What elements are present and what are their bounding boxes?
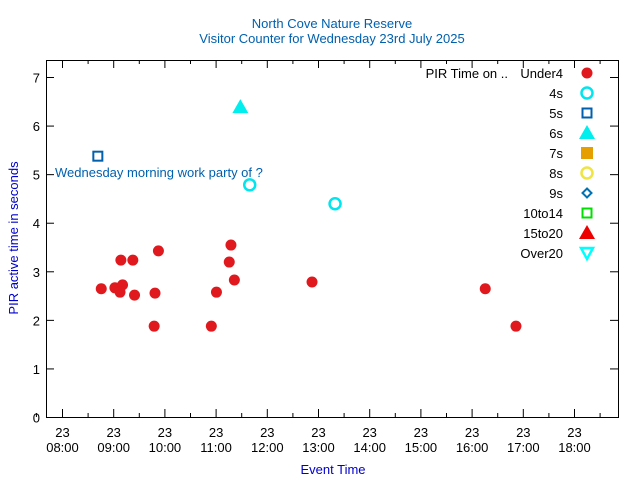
- x-tick-day: 23: [260, 425, 274, 440]
- data-point-Under4: [210, 286, 222, 298]
- data-point-6s: [232, 99, 249, 114]
- x-tick-day: 23: [311, 425, 325, 440]
- x-tick-day: 23: [414, 425, 428, 440]
- chart-title: North Cove Nature Reserve: [252, 16, 412, 31]
- data-point-Under4: [95, 283, 107, 295]
- legend-label: 7s: [549, 146, 563, 161]
- x-tick-time: 09:00: [97, 440, 130, 455]
- plot-frame: [46, 60, 619, 418]
- legend-label: 5s: [549, 106, 563, 121]
- legend-label: Over20: [520, 246, 563, 261]
- y-tick-label: 7: [33, 71, 40, 86]
- annotation: Wednesday morning work party of ?: [55, 165, 263, 180]
- legend-label: 4s: [549, 86, 563, 101]
- data-point-Under4: [152, 245, 164, 257]
- x-tick-day: 23: [55, 425, 69, 440]
- x-tick-day: 23: [106, 425, 120, 440]
- x-tick-time: 17:00: [507, 440, 540, 455]
- legend-label: Under4: [520, 66, 563, 81]
- legend-label: 8s: [549, 166, 563, 181]
- data-point-Under4: [510, 320, 522, 332]
- legend-label: 9s: [549, 186, 563, 201]
- x-tick-time: 18:00: [558, 440, 591, 455]
- x-tick-time: 10:00: [149, 440, 182, 455]
- legend-label: 10to14: [523, 206, 563, 221]
- x-tick-time: 16:00: [456, 440, 489, 455]
- y-tick-label: 3: [33, 265, 40, 280]
- x-tick-day: 23: [465, 425, 479, 440]
- legend-marker-15to20: [579, 225, 595, 239]
- legend-label: 6s: [549, 126, 563, 141]
- legend-marker-7s: [581, 147, 593, 159]
- x-tick-time: 14:00: [353, 440, 386, 455]
- x-tick-day: 23: [362, 425, 376, 440]
- data-point-Under4: [225, 239, 237, 251]
- x-tick-time: 12:00: [251, 440, 284, 455]
- legend-marker-Over20: [578, 246, 596, 262]
- legend-marker-Under4: [581, 67, 593, 79]
- x-tick-time: 11:00: [200, 440, 232, 455]
- data-point-4s: [242, 178, 257, 192]
- y-tick-label: 1: [33, 362, 40, 377]
- y-tick-label: 5: [33, 168, 40, 183]
- x-tick-day: 23: [567, 425, 581, 440]
- x-tick-time: 15:00: [405, 440, 438, 455]
- data-point-Under4: [115, 254, 127, 266]
- y-tick-label: 6: [33, 119, 40, 134]
- data-point-5s: [92, 150, 104, 162]
- legend-marker-6s: [579, 125, 595, 139]
- legend-marker-8s: [580, 166, 594, 180]
- data-point-Under4: [228, 274, 240, 286]
- data-point-Under4: [205, 320, 217, 332]
- data-point-Under4: [129, 289, 141, 301]
- legend-marker-5s: [581, 107, 593, 119]
- legend-marker-9s: [581, 187, 593, 199]
- chart-subtitle: Visitor Counter for Wednesday 23rd July …: [199, 31, 464, 46]
- data-point-Under4: [306, 276, 318, 288]
- y-tick-label: 0: [33, 411, 40, 426]
- data-point-4s: [328, 197, 342, 211]
- x-tick-day: 23: [516, 425, 530, 440]
- x-tick-day: 23: [158, 425, 172, 440]
- y-tick-label: 4: [33, 216, 40, 231]
- data-point-Under4: [148, 320, 160, 332]
- x-tick-time: 13:00: [302, 440, 335, 455]
- data-point-Under4: [223, 256, 235, 268]
- x-tick-time: 08:00: [46, 440, 79, 455]
- data-point-Under4: [479, 283, 491, 295]
- legend-title: PIR Time on ..: [426, 66, 508, 81]
- y-axis-label: PIR active time in seconds: [6, 161, 21, 315]
- legend-marker-4s: [580, 86, 594, 100]
- x-tick-day: 23: [209, 425, 223, 440]
- legend-marker-10to14: [581, 207, 593, 219]
- x-axis-label: Event Time: [300, 462, 365, 477]
- data-point-Under4: [149, 287, 161, 299]
- data-point-Under4: [127, 254, 139, 266]
- y-tick-label: 2: [33, 313, 40, 328]
- data-point-Under4: [114, 286, 126, 298]
- legend-label: 15to20: [523, 226, 563, 241]
